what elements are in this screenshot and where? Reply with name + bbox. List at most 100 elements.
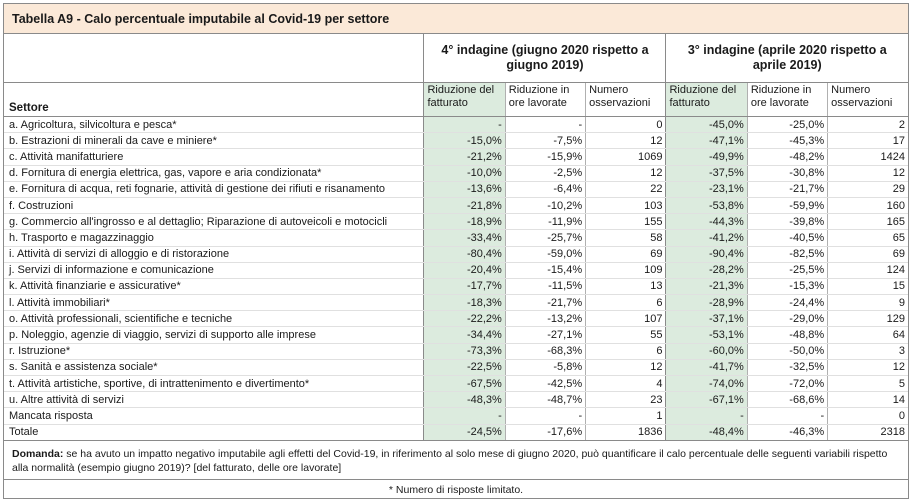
cell-oss-3: 160 (827, 197, 908, 215)
cell-oss-3: 65 (827, 229, 908, 247)
cell-fatturato-4: -22,5% (423, 359, 506, 377)
cell-ore-3: -21,7% (746, 181, 828, 198)
table-row: l. Attività immobiliari* -18,3% -21,7% 6 -28… (4, 294, 908, 312)
cell-oss-4: 109 (585, 262, 666, 279)
cell-oss-3: 29 (827, 181, 908, 198)
cell-ore-4: -11,9% (504, 213, 586, 231)
table-row: p. Noleggio, agenzie di viaggio, servizi… (4, 326, 908, 344)
table-row: r. Istruzione* -73,3% -68,3% 6 -60,0% -50,0% 3 (4, 343, 908, 360)
column-header-row: Settore Riduzione del fatturato Riduzion… (4, 82, 908, 117)
cell-fatturato-3: -37,5% (665, 165, 748, 182)
cell-oss-4: 1069 (585, 148, 666, 166)
cell-oss-3: 1424 (827, 148, 908, 166)
table-row: f. Costruzioni -21,8% -10,2% 103 -53,8% -59,9… (4, 197, 908, 215)
cell-oss-4: 23 (585, 391, 666, 409)
row-label: a. Agricoltura, silvicoltura e pesca* (4, 116, 424, 134)
cell-oss-4: 13 (585, 278, 666, 296)
cell-ore-4: -48,7% (504, 391, 586, 409)
table-row: c. Attività manifatturiere -21,2% -15,9% 10… (4, 148, 908, 166)
row-label: p. Noleggio, agenzie di viaggio, servizi… (4, 326, 424, 344)
table-row: o. Attività professionali, scientifiche … (4, 310, 908, 328)
cell-oss-3: 2 (827, 116, 908, 134)
cell-fatturato-3: -60,0% (665, 343, 748, 360)
cell-fatturato-3: -49,9% (665, 148, 748, 166)
cell-oss-4: 1 (585, 407, 666, 425)
group-header-4: 4° indagine (giugno 2020 rispetto a giug… (423, 34, 666, 83)
row-label: c. Attività manifatturiere (4, 148, 424, 166)
cell-fatturato-4: -73,3% (423, 343, 506, 360)
cell-ore-4: -13,2% (504, 310, 586, 328)
cell-ore-4: -7,5% (504, 132, 586, 150)
row-label: d. Fornitura di energia elettrica, gas, … (4, 165, 424, 182)
cell-ore-4: - (504, 116, 586, 134)
cell-fatturato-3: -41,2% (665, 229, 748, 247)
cell-ore-3: -25,0% (746, 116, 828, 134)
table-frame: Tabella A9 - Calo percentuale imputabile… (3, 3, 909, 499)
table-row: j. Servizi di informazione e comunicazio… (4, 262, 908, 279)
cell-oss-4: 155 (585, 213, 666, 231)
cell-oss-3: 0 (827, 407, 908, 425)
header-settore: Settore (4, 82, 424, 117)
cell-ore-3: -50,0% (746, 343, 828, 360)
cell-ore-4: - (504, 407, 586, 425)
cell-oss-3: 69 (827, 246, 908, 263)
cell-fatturato-4: -17,7% (423, 278, 506, 296)
note-text: se ha avuto un impatto negativo imputabi… (12, 447, 888, 474)
row-label: k. Attività finanziarie e assicurative* (4, 278, 424, 296)
cell-oss-3: 15 (827, 278, 908, 296)
cell-ore-4: -11,5% (504, 278, 586, 296)
header-oss-4: Numero osservazioni (585, 82, 666, 117)
table-row: h. Trasporto e magazzinaggio -33,4% -25,7%… (4, 229, 908, 247)
cell-ore-4: -5,8% (504, 359, 586, 377)
cell-ore-3: - (746, 407, 828, 425)
cell-fatturato-4: -18,3% (423, 294, 506, 312)
cell-fatturato-4: -67,5% (423, 375, 506, 393)
table-title: Tabella A9 - Calo percentuale imputabile… (4, 4, 908, 34)
cell-ore-4: -6,4% (504, 181, 586, 198)
cell-ore-4: -25,7% (504, 229, 586, 247)
cell-fatturato-3: -28,9% (665, 294, 748, 312)
cell-fatturato-4: -18,9% (423, 213, 506, 231)
cell-oss-3: 64 (827, 326, 908, 344)
row-label: l. Attività immobiliari* (4, 294, 424, 312)
total-fatturato-3: -48,4% (665, 423, 748, 441)
row-label: Mancata risposta (4, 407, 424, 425)
row-label: g. Commercio all'ingrosso e al dettaglio… (4, 213, 424, 231)
header-fatturato-4: Riduzione del fatturato (423, 82, 506, 117)
row-label: h. Trasporto e magazzinaggio (4, 229, 424, 247)
cell-oss-3: 165 (827, 213, 908, 231)
cell-ore-3: -68,6% (746, 391, 828, 409)
row-label: t. Attività artistiche, sportive, di int… (4, 375, 424, 393)
cell-fatturato-3: -53,8% (665, 197, 748, 215)
cell-ore-3: -39,8% (746, 213, 828, 231)
cell-fatturato-4: -20,4% (423, 262, 506, 279)
cell-ore-3: -45,3% (746, 132, 828, 150)
header-ore-4: Riduzione in ore lavorate (504, 82, 586, 117)
row-label: i. Attività di servizi di alloggio e di … (4, 246, 424, 263)
header-oss-3: Numero osservazioni (827, 82, 908, 117)
row-label: j. Servizi di informazione e comunicazio… (4, 262, 424, 279)
cell-oss-3: 12 (827, 359, 908, 377)
cell-ore-4: -15,9% (504, 148, 586, 166)
cell-fatturato-4: -34,4% (423, 326, 506, 344)
cell-ore-4: -27,1% (504, 326, 586, 344)
table-row: u. Altre attività di servizi -48,3% -48,7%… (4, 391, 908, 409)
cell-fatturato-3: -37,1% (665, 310, 748, 328)
cell-ore-3: -29,0% (746, 310, 828, 328)
cell-ore-3: -48,2% (746, 148, 828, 166)
cell-oss-4: 12 (585, 359, 666, 377)
table-row: i. Attività di servizi di alloggio e di … (4, 246, 908, 263)
cell-ore-3: -25,5% (746, 262, 828, 279)
cell-oss-3: 129 (827, 310, 908, 328)
row-label: r. Istruzione* (4, 343, 424, 360)
cell-fatturato-4: -21,2% (423, 148, 506, 166)
cell-fatturato-4: - (423, 116, 506, 134)
cell-fatturato-4: -13,6% (423, 181, 506, 198)
total-oss-4: 1836 (585, 423, 666, 441)
table-row: d. Fornitura di energia elettrica, gas, … (4, 165, 908, 182)
cell-fatturato-4: -80,4% (423, 246, 506, 263)
cell-fatturato-4: -15,0% (423, 132, 506, 150)
total-oss-3: 2318 (827, 423, 908, 441)
group-header-row: 4° indagine (giugno 2020 rispetto a giug… (4, 34, 908, 83)
total-ore-3: -46,3% (746, 423, 828, 441)
